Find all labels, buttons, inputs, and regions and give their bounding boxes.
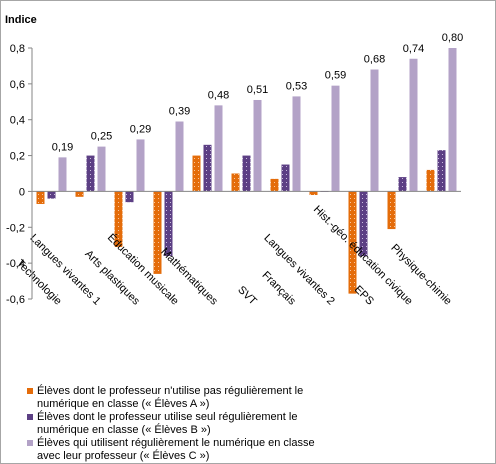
bar-eleves-b — [242, 155, 251, 192]
y-tick-label: 0,8 — [10, 43, 25, 55]
bar-eleves-b — [398, 177, 407, 192]
legend-swatch-a — [27, 388, 33, 394]
legend-label-b-line1: Élèves dont le professeur utilise seul r… — [37, 411, 298, 423]
bar-eleves-a — [192, 155, 201, 192]
bar-eleves-b — [86, 155, 95, 192]
data-label-c: 0,53 — [286, 80, 307, 92]
data-label-c: 0,59 — [325, 70, 346, 82]
category-label: Français — [260, 269, 299, 308]
category-label: Langues vivantes 2 — [261, 232, 337, 308]
bar-eleves-b — [203, 144, 212, 192]
bar-eleves-a — [153, 191, 162, 274]
data-label-c: 0,39 — [169, 106, 190, 118]
data-label-c: 0,74 — [403, 43, 424, 55]
bar-eleves-a — [114, 191, 123, 248]
legend: Élèves dont le professeur n'utilise pas … — [27, 385, 327, 463]
y-axis-ticks: 0,8 0,6 0,4 0,2 0 -0,2 -0,4 -0,6 — [6, 43, 32, 306]
bar-eleves-c — [175, 121, 184, 192]
bars — [36, 48, 457, 294]
bar-eleves-b — [281, 164, 290, 192]
legend-item-a: Élèves dont le professeur n'utilise pas … — [27, 385, 327, 411]
legend-swatch-b — [27, 414, 33, 420]
bar-eleves-c — [214, 105, 223, 192]
bar-eleves-a — [270, 178, 279, 192]
bar-eleves-a — [387, 191, 396, 230]
data-label-c: 0,51 — [247, 84, 268, 96]
legend-label-c-line1: Élèves qui utilisent régulièrement le nu… — [37, 437, 315, 449]
y-tick-label: -0,2 — [6, 222, 25, 234]
data-label-c: 0,68 — [364, 54, 385, 66]
bar-eleves-a — [348, 191, 357, 294]
legend-label-a-line1: Élèves dont le professeur n'utilise pas … — [37, 385, 304, 397]
data-label-c: 0,48 — [208, 89, 229, 101]
bar-eleves-c — [370, 69, 379, 192]
bar-eleves-b — [125, 191, 134, 203]
legend-label-c-line2: avec leur professeur (« Élèves C ») — [37, 450, 210, 462]
legend-label-a-line2: numérique en classe (« Élèves A ») — [37, 398, 210, 410]
category-label: EPS — [352, 283, 376, 307]
legend-item-c: Élèves qui utilisent régulièrement le nu… — [27, 437, 327, 463]
legend-label-b-line2: numérique en classe (« Élèves B ») — [37, 424, 211, 436]
category-label: Langues vivantes 1 — [27, 232, 103, 308]
bar-eleves-c — [253, 99, 262, 192]
data-label-c: 0,19 — [52, 141, 73, 153]
bar-eleves-c — [136, 139, 145, 192]
bar-eleves-c — [331, 85, 340, 192]
y-tick-label: -0,6 — [6, 294, 25, 306]
bar-eleves-a — [426, 169, 435, 192]
data-labels: 0,19 0,25 0,29 0,39 0,48 0,51 0,53 0,59 0,68 0,74… — [52, 32, 463, 153]
y-axis-title: Indice — [5, 14, 37, 26]
bar-eleves-a — [231, 173, 240, 192]
y-tick-label: 0,2 — [10, 151, 25, 163]
legend-swatch-c — [27, 440, 33, 446]
bar-eleves-b — [359, 191, 368, 256]
bar-eleves-a — [36, 191, 45, 204]
data-label-c: 0,25 — [91, 131, 112, 143]
bar-eleves-a — [309, 191, 318, 196]
bar-eleves-b — [437, 150, 446, 192]
y-tick-label: -0,4 — [6, 258, 25, 270]
bar-eleves-b — [47, 191, 56, 199]
data-label-c: 0,29 — [130, 123, 151, 135]
y-tick-label: 0 — [19, 186, 25, 198]
legend-item-b: Élèves dont le professeur utilise seul r… — [27, 411, 327, 437]
bar-eleves-c — [409, 58, 418, 192]
bar-eleves-b — [164, 191, 173, 256]
bar-eleves-c — [58, 157, 67, 192]
bar-eleves-c — [292, 96, 301, 192]
category-label: SVT — [235, 284, 259, 308]
data-label-c: 0,80 — [442, 32, 463, 44]
y-tick-label: 0,6 — [10, 79, 25, 91]
bar-eleves-a — [75, 191, 84, 197]
bar-eleves-c — [448, 48, 457, 192]
bar-eleves-c — [97, 146, 106, 192]
y-tick-label: 0,4 — [10, 115, 25, 127]
